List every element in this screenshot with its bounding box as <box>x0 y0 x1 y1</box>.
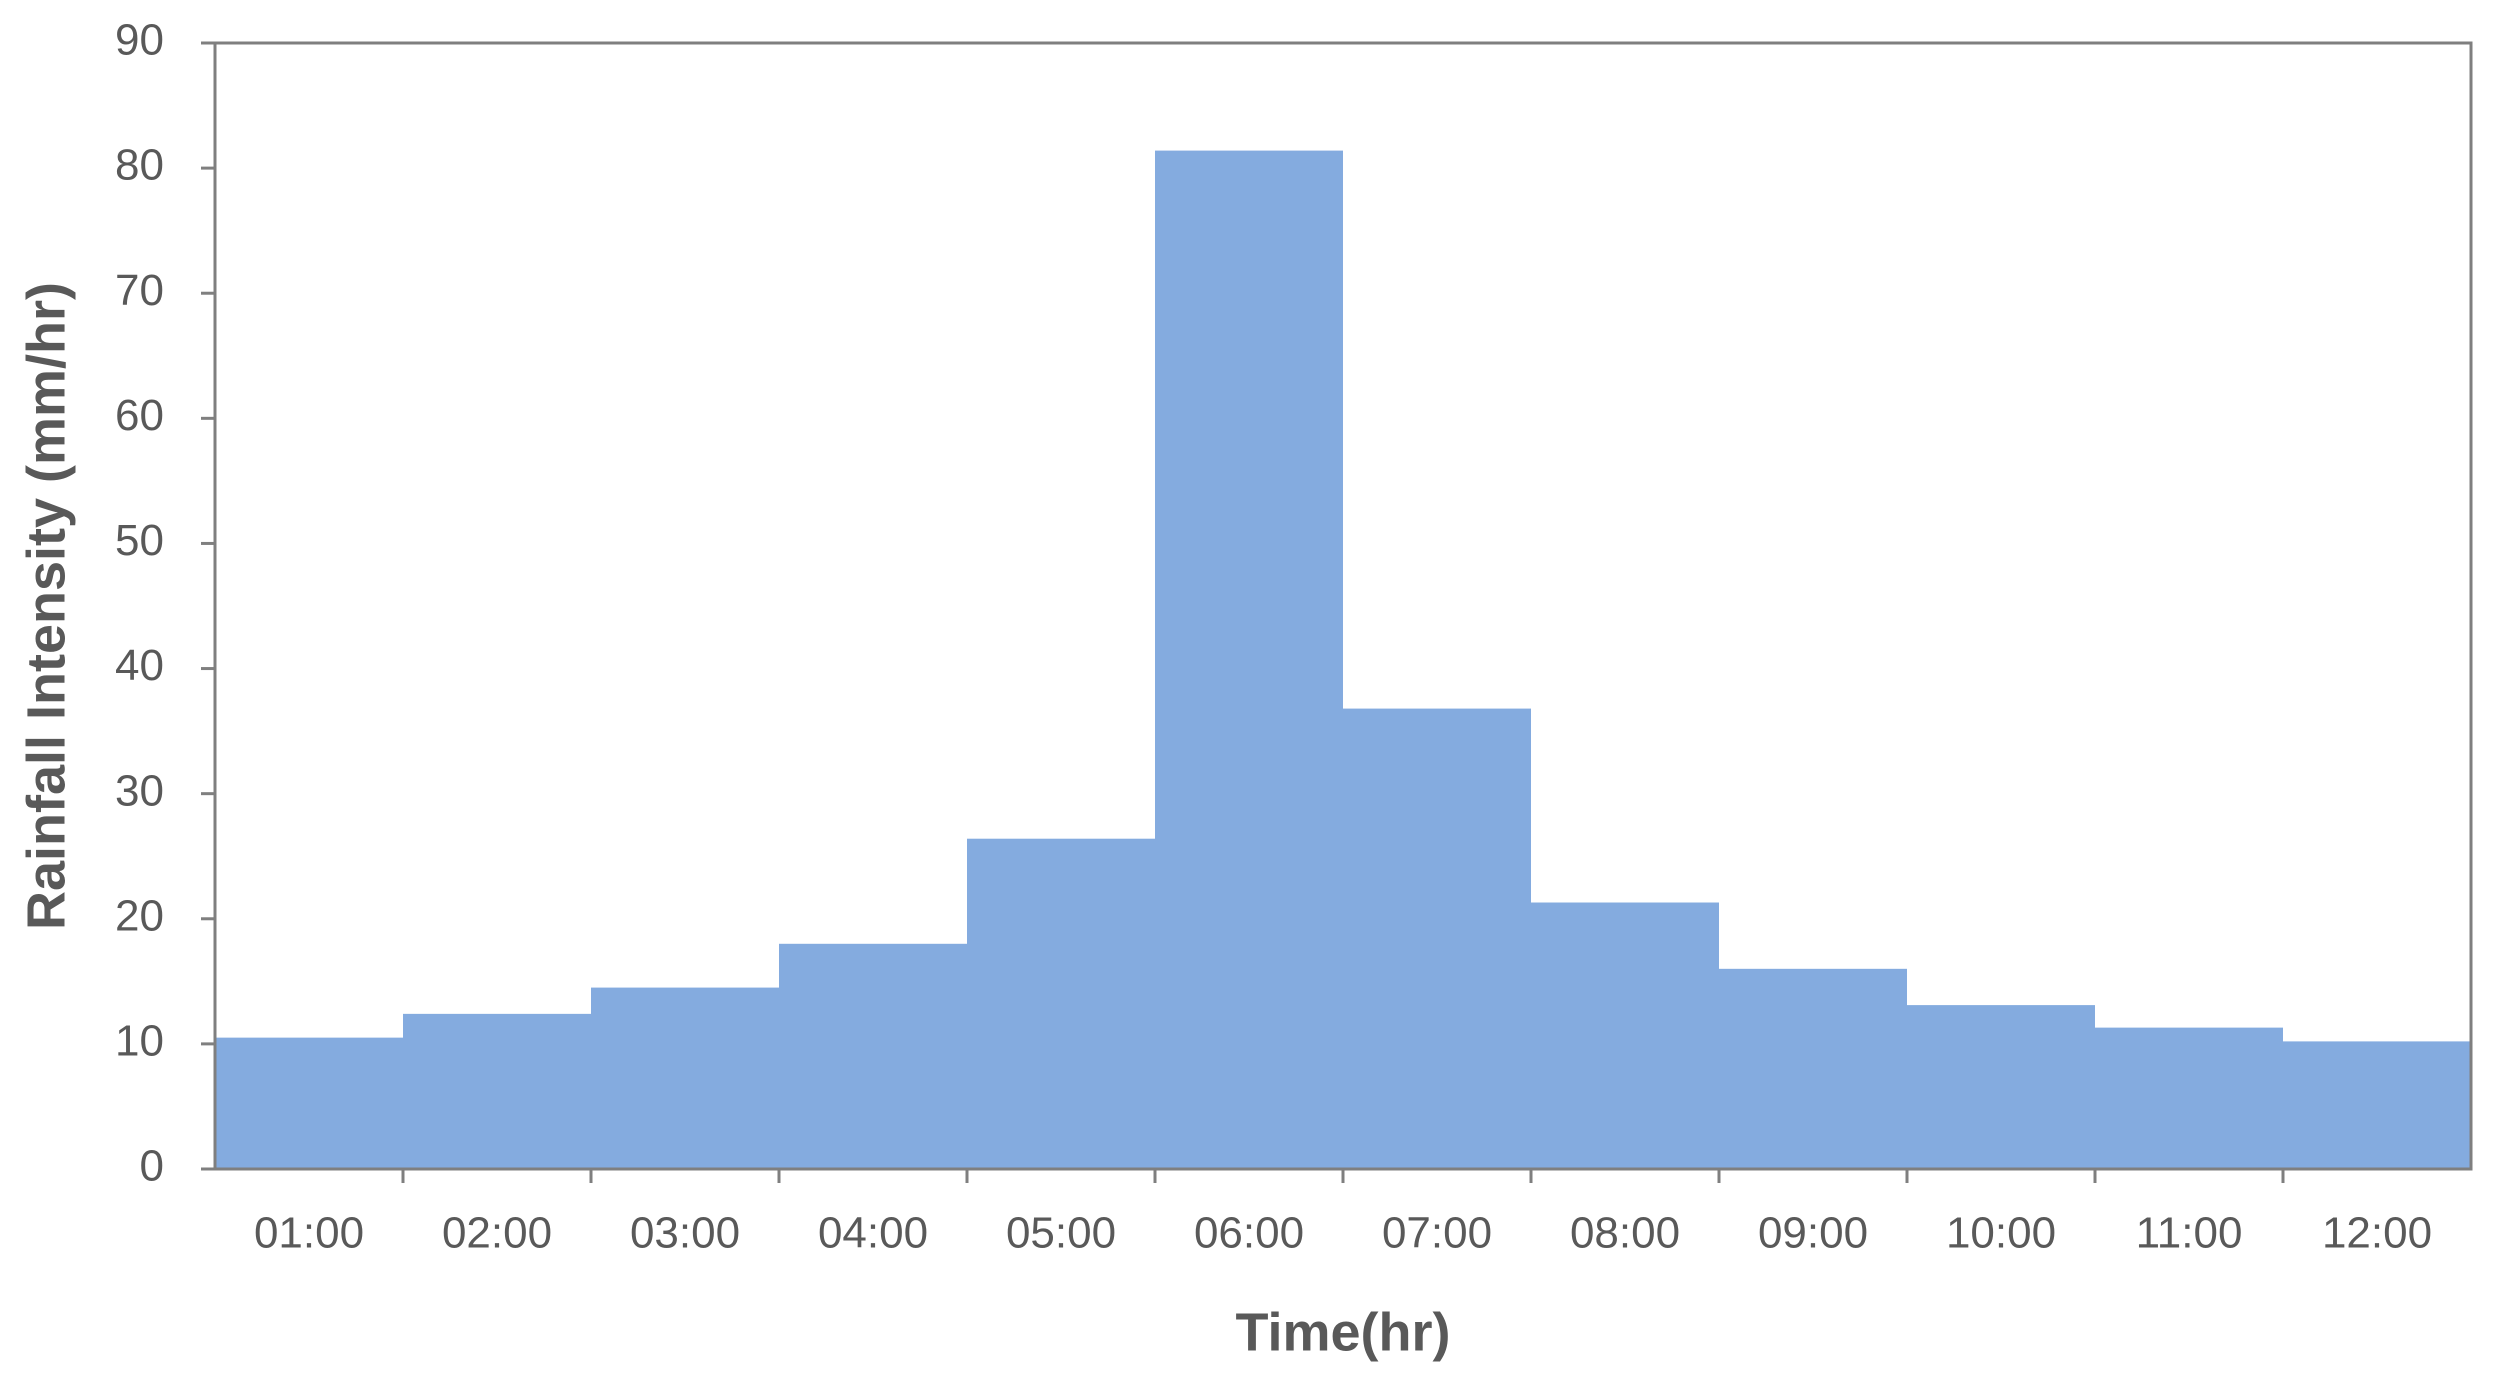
x-axis-title: Time(hr) <box>1235 1302 1450 1362</box>
x-tick-label: 04:00 <box>818 1209 928 1258</box>
x-tick-label: 02:00 <box>442 1209 552 1258</box>
y-tick-label: 70 <box>115 266 164 315</box>
x-tick-label: 10:00 <box>1946 1209 2056 1258</box>
bar <box>1907 1005 2095 1169</box>
bar <box>967 838 1155 1169</box>
bar <box>215 1037 403 1169</box>
y-tick-label: 90 <box>115 16 164 65</box>
x-tick-label: 03:00 <box>630 1209 740 1258</box>
y-tick-label: 10 <box>115 1017 164 1066</box>
x-tick-label: 06:00 <box>1194 1209 1304 1258</box>
y-tick-label: 60 <box>115 391 164 440</box>
y-tick-label: 50 <box>115 516 164 565</box>
x-tick-label: 05:00 <box>1006 1209 1116 1258</box>
bar <box>2095 1027 2283 1169</box>
x-tick-label: 09:00 <box>1758 1209 1868 1258</box>
bar <box>1343 708 1531 1169</box>
y-tick-label: 30 <box>115 766 164 815</box>
x-tick-label: 12:00 <box>2322 1209 2432 1258</box>
y-tick-label: 20 <box>115 891 164 940</box>
bar <box>779 943 967 1169</box>
bar <box>1719 968 1907 1169</box>
bar <box>2283 1041 2471 1169</box>
y-tick-label: 0 <box>140 1142 164 1191</box>
x-tick-label: 11:00 <box>2136 1209 2243 1258</box>
y-axis-title: Rainfall Intensity (mm/hr) <box>16 282 76 930</box>
bar <box>403 1013 591 1169</box>
y-tick-label: 40 <box>115 641 164 690</box>
bar <box>1155 150 1343 1169</box>
x-tick-label: 08:00 <box>1570 1209 1680 1258</box>
x-tick-label: 07:00 <box>1382 1209 1492 1258</box>
bar <box>1531 902 1719 1169</box>
y-tick-label: 80 <box>115 141 164 190</box>
bar <box>591 987 779 1169</box>
x-tick-label: 01:00 <box>254 1209 364 1258</box>
